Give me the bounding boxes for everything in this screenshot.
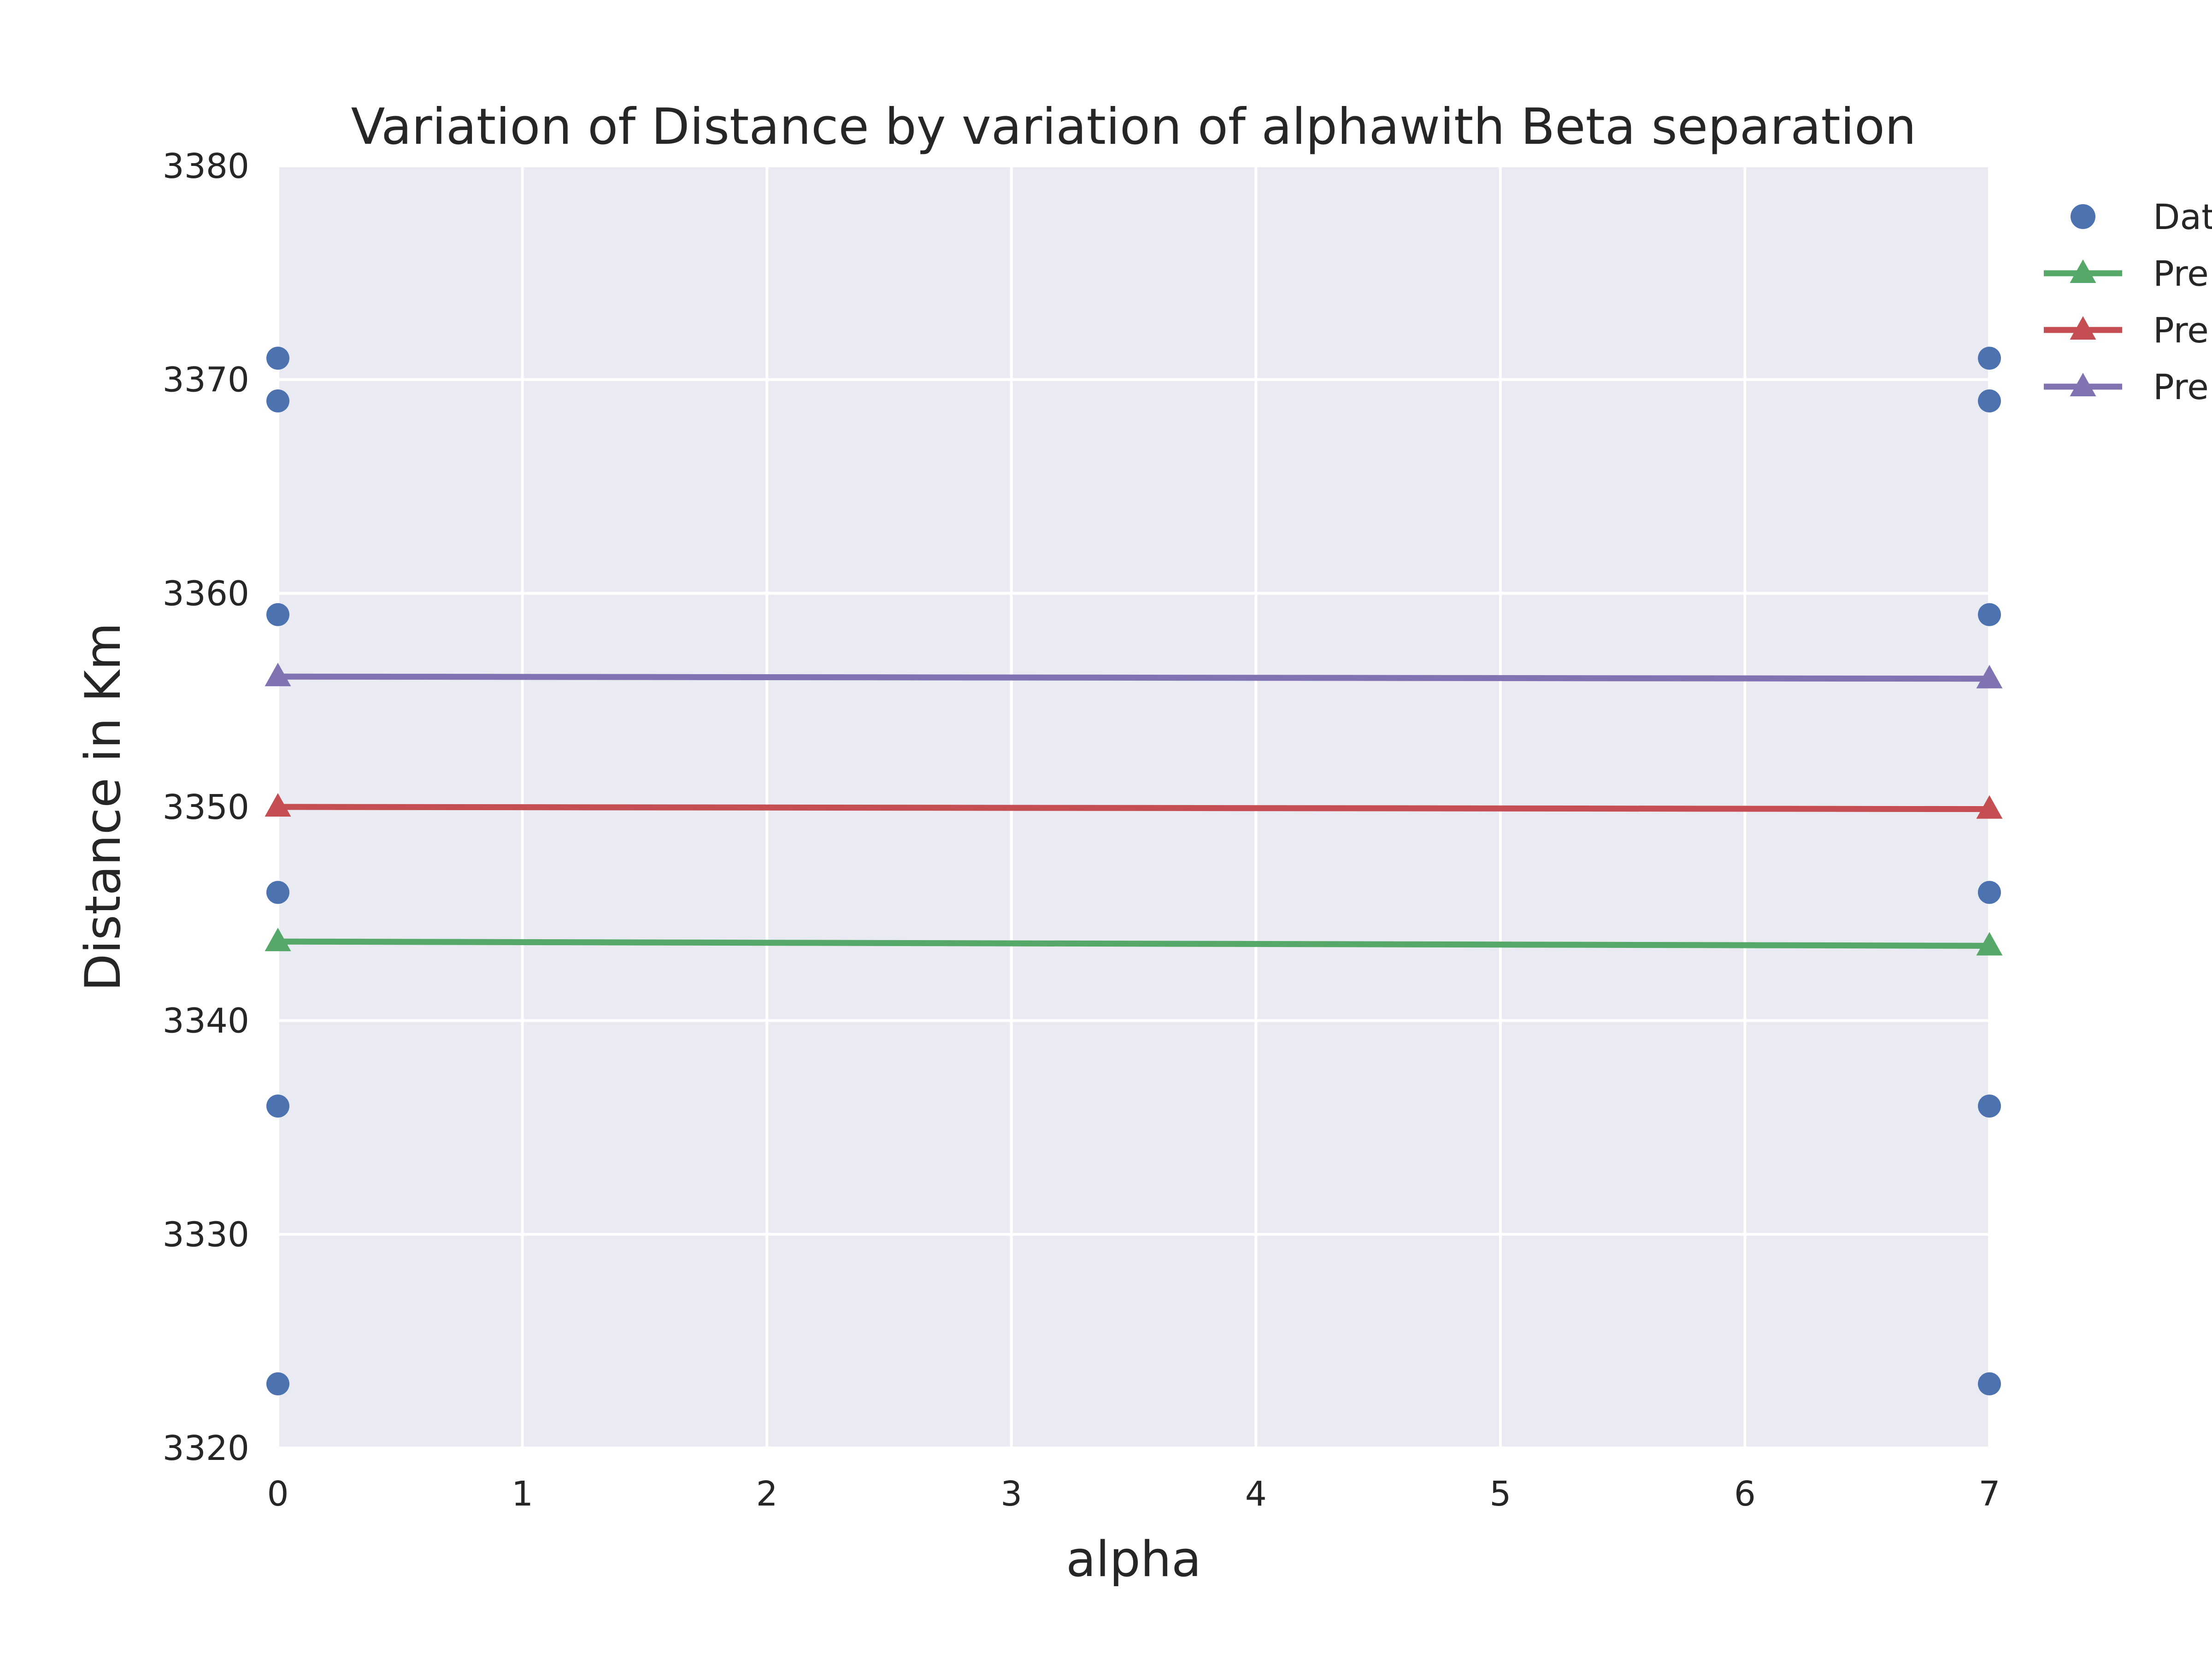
- data-point: [1978, 603, 2001, 626]
- legend-label: Pre: [2153, 310, 2209, 351]
- x-tick-label: 4: [1245, 1474, 1267, 1514]
- x-tick-label: 5: [1489, 1474, 1511, 1514]
- x-tick-label: 3: [1000, 1474, 1022, 1514]
- grid: [276, 165, 1991, 1449]
- y-tick-label: 3370: [163, 360, 249, 400]
- legend-label: Pre: [2153, 253, 2209, 294]
- x-tick-label: 7: [1978, 1474, 2000, 1514]
- data-point: [266, 603, 289, 626]
- data-point: [266, 347, 289, 370]
- series-marker: [1976, 665, 2003, 688]
- series-line: [277, 804, 1990, 812]
- x-axis-ticks: 0 1 2 3 4 5 6 7: [267, 1474, 2000, 1514]
- series-line: [277, 938, 1990, 949]
- legend-marker-data: [2071, 204, 2095, 229]
- x-axis-label: alpha: [1066, 1531, 1201, 1588]
- x-tick-label: 6: [1734, 1474, 1756, 1514]
- x-tick-label: 1: [512, 1474, 533, 1514]
- legend-label: Pre: [2153, 366, 2209, 407]
- legend-marker: [2070, 316, 2096, 340]
- x-tick-label: 0: [267, 1474, 288, 1514]
- legend-marker: [2070, 259, 2096, 283]
- data-point: [1978, 1094, 2001, 1118]
- series-layer: [265, 347, 2003, 1395]
- series-marker: [265, 793, 291, 817]
- y-axis-ticks: 3320 3330 3340 3350 3360 3370 3380: [163, 147, 249, 1468]
- data-point: [1978, 347, 2001, 370]
- series-marker: [1976, 795, 2003, 819]
- series-marker: [265, 928, 291, 952]
- chart-title: Variation of Distance by variation of al…: [351, 98, 1917, 156]
- y-tick-label: 3330: [163, 1215, 249, 1254]
- y-tick-label: 3380: [163, 147, 249, 186]
- data-point: [266, 389, 289, 413]
- series-marker: [1976, 932, 2003, 956]
- y-tick-label: 3360: [163, 574, 249, 613]
- y-axis-label: Distance in Km: [75, 623, 131, 991]
- data-point: [266, 881, 289, 904]
- series-line: [277, 673, 1990, 682]
- data-point: [1978, 389, 2001, 413]
- data-point: [266, 1372, 289, 1395]
- y-tick-label: 3320: [163, 1429, 249, 1468]
- legend: Dat Pre Pre Pre: [2044, 196, 2212, 407]
- legend-marker: [2070, 373, 2096, 396]
- data-point: [1978, 1372, 2001, 1395]
- legend-label: Dat: [2153, 196, 2212, 237]
- series-marker: [265, 663, 291, 687]
- y-tick-label: 3340: [163, 1001, 249, 1041]
- data-point: [266, 1094, 289, 1118]
- data-point: [1978, 881, 2001, 904]
- y-tick-label: 3350: [163, 788, 249, 827]
- x-tick-label: 2: [756, 1474, 778, 1514]
